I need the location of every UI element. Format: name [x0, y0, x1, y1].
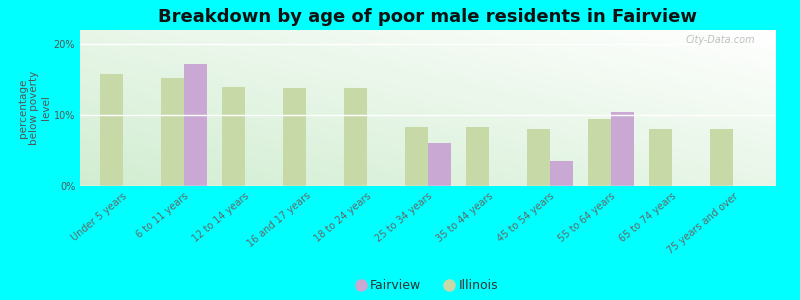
Y-axis label: percentage
below poverty
level: percentage below poverty level: [18, 71, 51, 145]
Bar: [588, 118, 611, 186]
Bar: [222, 87, 245, 186]
Bar: [611, 112, 634, 186]
Bar: [649, 129, 672, 186]
Bar: [184, 64, 207, 186]
Bar: [161, 77, 184, 186]
Bar: [466, 127, 489, 186]
Bar: [550, 161, 574, 186]
Bar: [344, 88, 367, 186]
Bar: [99, 74, 122, 186]
Bar: [527, 129, 550, 186]
Bar: [428, 143, 451, 186]
Title: Breakdown by age of poor male residents in Fairview: Breakdown by age of poor male residents …: [158, 8, 698, 26]
Bar: [282, 88, 306, 186]
Text: City-Data.com: City-Data.com: [686, 35, 755, 45]
Bar: [405, 127, 428, 186]
Bar: [710, 129, 734, 186]
Legend: Fairview, Illinois: Fairview, Illinois: [353, 274, 503, 297]
